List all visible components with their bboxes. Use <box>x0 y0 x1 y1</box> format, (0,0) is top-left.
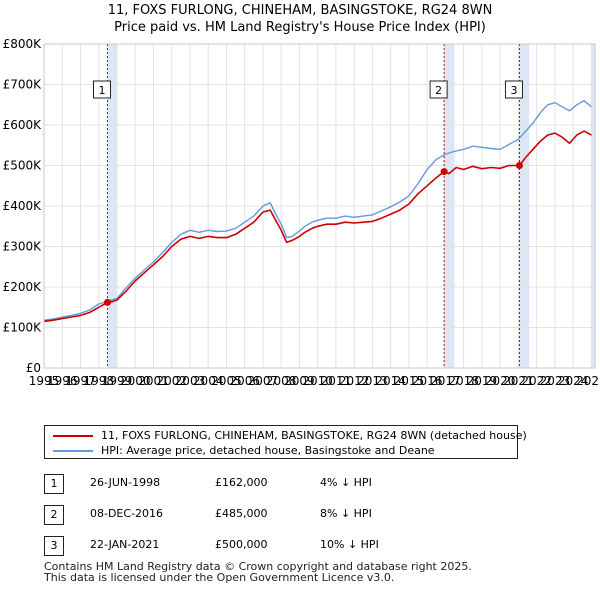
x-tick-label-18: 2013 <box>357 374 388 388</box>
sale-chart-badge-label-3: 3 <box>510 84 517 97</box>
x-tick-label-25: 2020 <box>485 374 516 388</box>
sale-chart-badge-3 <box>504 80 523 99</box>
x-tick-label-21: 2016 <box>412 374 443 388</box>
x-tick-label-15: 2010 <box>302 374 333 388</box>
legend-swatch-property <box>53 435 93 437</box>
series-line-hpi <box>43 100 592 321</box>
x-tick-label-16: 2011 <box>321 374 352 388</box>
axes: £0 £100K £200K £300K £400K £500K £600K £700K £80… <box>3 37 600 388</box>
sale-price-3: £500,000 <box>215 538 268 551</box>
sale-chart-badge-2 <box>429 80 448 99</box>
x-tick-label-22: 2017 <box>430 374 461 388</box>
x-tick-label-5: 2000 <box>120 374 151 388</box>
x-tick-label-6: 2001 <box>138 374 169 388</box>
sale-point-1 <box>103 298 111 306</box>
series-lines <box>43 100 592 323</box>
sale-price-2: £485,000 <box>215 507 268 520</box>
sale-badge-2: 2 <box>44 505 64 525</box>
sale-date-1: 26-JUN-1998 <box>90 476 161 489</box>
footer: Contains HM Land Registry data © Crown c… <box>44 561 472 583</box>
sale-badge-1: 1 <box>44 474 64 494</box>
sale-point-3 <box>515 162 523 169</box>
x-tick-label-11: 2006 <box>229 374 260 388</box>
y-tick-label-6: £600K <box>3 118 43 132</box>
legend-label-property: 11, FOXS FURLONG, CHINEHAM, BASINGSTOKE,… <box>101 429 527 442</box>
sale-hpi-2: 8% ↓ HPI <box>320 507 372 520</box>
sale-hpi-1: 4% ↓ HPI <box>320 476 372 489</box>
sale-badge-3: 3 <box>44 536 64 556</box>
x-tick-label-8: 2003 <box>175 374 206 388</box>
sale-chart-badge-label-2: 2 <box>435 84 442 97</box>
sale-chart-badges: 1 2 3 <box>92 80 523 99</box>
legend-item-property: 11, FOXS FURLONG, CHINEHAM, BASINGSTOKE,… <box>53 429 527 443</box>
title-line-1: 11, FOXS FURLONG, CHINEHAM, BASINGSTOKE,… <box>107 3 493 18</box>
sale-row-3: 3 22-JAN-2021 £500,000 10% ↓ HPI <box>44 536 544 556</box>
x-tick-label-19: 2014 <box>375 374 406 388</box>
y-tick-label-5: £500K <box>3 159 43 173</box>
x-tick-label-23: 2018 <box>448 374 479 388</box>
x-tick-label-26: 2021 <box>503 374 534 388</box>
x-tick-label-12: 2007 <box>248 374 279 388</box>
y-tick-label-2: £200K <box>3 280 43 294</box>
sale-points <box>103 162 523 306</box>
x-tick-label-3: 1998 <box>83 374 114 388</box>
x-tick-label-27: 2022 <box>521 374 552 388</box>
x-tick-label-4: 1999 <box>102 374 133 388</box>
legend-item-hpi: HPI: Average price, detached house, Basi… <box>53 444 435 458</box>
x-tick-label-7: 2002 <box>156 374 187 388</box>
x-tick-label-14: 2009 <box>284 374 315 388</box>
legend: 11, FOXS FURLONG, CHINEHAM, BASINGSTOKE,… <box>44 425 527 459</box>
y-tick-label-3: £300K <box>3 240 43 254</box>
sale-date-2: 08-DEC-2016 <box>90 507 164 520</box>
legend-label-hpi: HPI: Average price, detached house, Basi… <box>101 444 435 457</box>
title-line-2: Price paid vs. HM Land Registry's House … <box>114 20 486 35</box>
x-tick-label-10: 2005 <box>211 374 242 388</box>
x-tick-label-30: 2025 <box>576 374 600 388</box>
series-line-property <box>43 130 592 323</box>
sale-point-2 <box>440 168 448 176</box>
x-tick-label-9: 2004 <box>193 374 224 388</box>
x-tick-label-20: 2015 <box>394 374 425 388</box>
y-tick-label-0: £0 <box>26 361 41 375</box>
y-tick-label-1: £100K <box>3 321 43 335</box>
chart-title: 11, FOXS FURLONG, CHINEHAM, BASINGSTOKE,… <box>0 2 600 36</box>
sale-row-1: 1 26-JUN-1998 £162,000 4% ↓ HPI <box>44 474 544 494</box>
y-tick-label-4: £400K <box>3 199 43 213</box>
x-tick-label-24: 2019 <box>467 374 498 388</box>
x-tick-label-28: 2023 <box>540 374 571 388</box>
sale-price-1: £162,000 <box>215 476 268 489</box>
y-tick-label-8: £800K <box>3 37 43 51</box>
y-tick-label-7: £700K <box>3 78 43 92</box>
sale-chart-badge-1 <box>92 80 111 99</box>
x-tick-label-29: 2024 <box>558 374 589 388</box>
x-tick-label-1: 1996 <box>47 374 78 388</box>
plot-frame <box>43 43 596 369</box>
footer-line-2: This data is licensed under the Open Gov… <box>44 571 395 584</box>
x-tick-label-0: 1995 <box>29 374 60 388</box>
sale-chart-badge-label-1: 1 <box>98 84 105 97</box>
x-tick-label-2: 1997 <box>65 374 96 388</box>
x-tick-label-17: 2012 <box>339 374 370 388</box>
x-tick-label-13: 2008 <box>266 374 297 388</box>
sale-hpi-3: 10% ↓ HPI <box>320 538 379 551</box>
footer-line-1: Contains HM Land Registry data © Crown c… <box>44 560 472 573</box>
sale-date-3: 22-JAN-2021 <box>90 538 160 551</box>
price-chart: 1 2 3 £0 £100K £200K £300K £400K £500K £600K £700… <box>3 37 600 388</box>
legend-swatch-hpi <box>53 450 93 452</box>
sale-row-2: 2 08-DEC-2016 £485,000 8% ↓ HPI <box>44 505 544 525</box>
